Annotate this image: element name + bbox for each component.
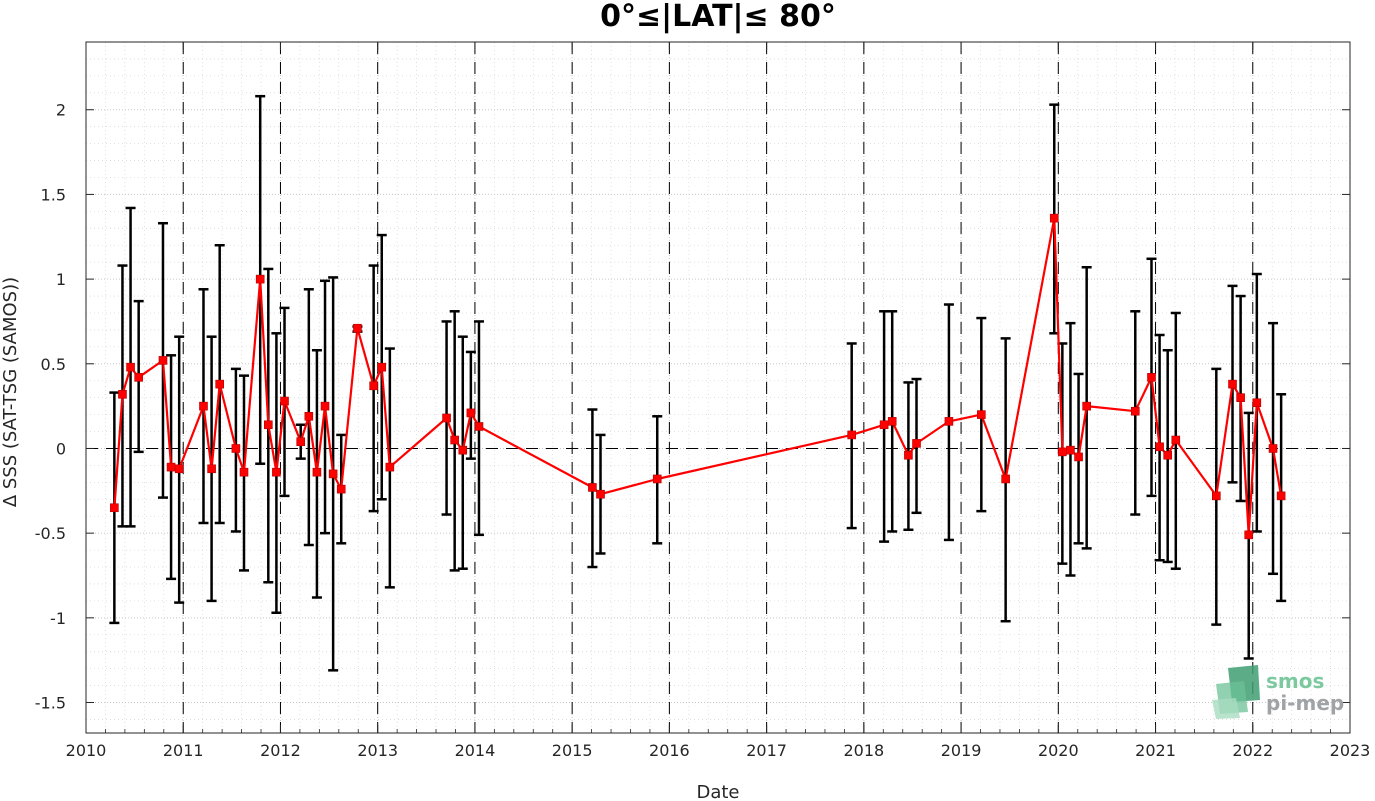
x-tick-label: 2019: [941, 741, 982, 760]
data-point: [847, 430, 856, 440]
smos-logo-icon: [1212, 665, 1260, 719]
data-point: [126, 362, 135, 372]
x-tick-label: 2018: [843, 741, 884, 760]
data-point: [158, 356, 168, 365]
data-point: [264, 420, 273, 430]
data-point: [474, 422, 484, 431]
data-point: [1171, 435, 1181, 445]
y-tick-label: 2: [56, 101, 66, 120]
data-point: [134, 373, 143, 382]
y-tick-label: -0.5: [35, 524, 66, 543]
data-point: [1244, 530, 1254, 540]
data-point: [450, 435, 459, 445]
y-tick-label: 1.5: [41, 185, 66, 204]
data-point: [887, 417, 897, 426]
data-point: [1001, 474, 1010, 484]
data-point: [369, 381, 378, 391]
data-point: [312, 467, 322, 477]
x-tick-label: 2016: [649, 741, 690, 760]
data-point: [944, 417, 954, 426]
data-point: [1058, 447, 1067, 457]
axes-box: [85, 41, 1351, 734]
x-tick-label: 2020: [1038, 741, 1079, 760]
y-tick-label: -1: [50, 609, 66, 628]
data-point: [442, 413, 451, 423]
y-tick-label: 0: [56, 439, 66, 458]
x-axis-label: Date: [696, 782, 739, 801]
data-point: [1236, 393, 1245, 402]
data-point: [336, 484, 346, 494]
data-point: [1212, 491, 1221, 501]
x-tick-label: 2017: [746, 741, 787, 760]
data-point: [1268, 444, 1278, 453]
data-point: [320, 401, 330, 411]
data-point: [385, 462, 395, 472]
data-point: [1130, 406, 1140, 416]
data-point: [280, 396, 289, 406]
data-point: [1074, 452, 1083, 462]
data-point: [879, 420, 889, 430]
data-point: [466, 408, 476, 418]
data-point: [1252, 398, 1262, 408]
data-point: [652, 474, 662, 484]
data-point: [912, 439, 921, 448]
chart-title: 0°≤|LAT|≤ 80°: [600, 0, 836, 34]
data-point: [1163, 450, 1172, 460]
data-point: [596, 489, 605, 499]
x-tick-label: 2023: [1330, 741, 1371, 760]
data-point: [1082, 401, 1091, 411]
data-point: [1049, 213, 1059, 223]
x-tick-label: 2010: [66, 741, 107, 760]
data-point: [166, 462, 176, 472]
data-point: [377, 362, 387, 372]
data-point: [1147, 373, 1156, 382]
data-point: [272, 467, 281, 477]
data-point: [458, 445, 468, 455]
y-tick-labels: -1.5 -1 -0.5 0 0.5 1 1.5 2: [35, 101, 66, 713]
x-tick-labels: 2010 2011 2012 2013 2014 2015 2016 2017 2018 2019…: [66, 741, 1371, 760]
x-tick-label: 2015: [552, 741, 593, 760]
data-point: [255, 274, 265, 284]
data-point: [588, 483, 597, 492]
data-point: [304, 411, 314, 421]
data-point: [215, 379, 224, 389]
data-point: [118, 389, 127, 399]
data-point: [904, 450, 913, 460]
x-tick-label: 2011: [163, 741, 204, 760]
data-point: [1276, 491, 1286, 501]
data-point: [174, 464, 184, 474]
y-tick-label: -1.5: [35, 694, 66, 713]
smos-pi-mep-logo: smos pi-mep: [1212, 665, 1344, 719]
data-point: [1228, 379, 1237, 389]
data-point: [353, 323, 362, 333]
logo-text-pi-mep: pi-mep: [1266, 691, 1344, 715]
data-point: [231, 444, 241, 453]
data-point: [296, 437, 306, 446]
data-point: [207, 464, 216, 474]
data-point: [199, 401, 208, 411]
x-tick-label: 2022: [1232, 741, 1273, 760]
data-point: [977, 410, 986, 419]
y-tick-label: 0.5: [41, 355, 66, 374]
x-tick-label: 2021: [1135, 741, 1176, 760]
y-axis-label: Δ SSS (SAT-TSG (SAMOS)): [0, 277, 21, 507]
logo-text-smos: smos: [1266, 669, 1324, 693]
data-point: [110, 503, 119, 513]
x-tick-label: 2013: [357, 741, 398, 760]
axes-frame: [85, 41, 1351, 734]
series-markers: [110, 213, 1286, 540]
x-tick-label: 2012: [260, 741, 301, 760]
data-point: [328, 469, 338, 479]
data-point: [1155, 442, 1164, 452]
data-point: [239, 467, 249, 477]
x-tick-label: 2014: [455, 741, 496, 760]
data-point: [1066, 445, 1075, 455]
y-tick-label: 1: [56, 270, 66, 289]
